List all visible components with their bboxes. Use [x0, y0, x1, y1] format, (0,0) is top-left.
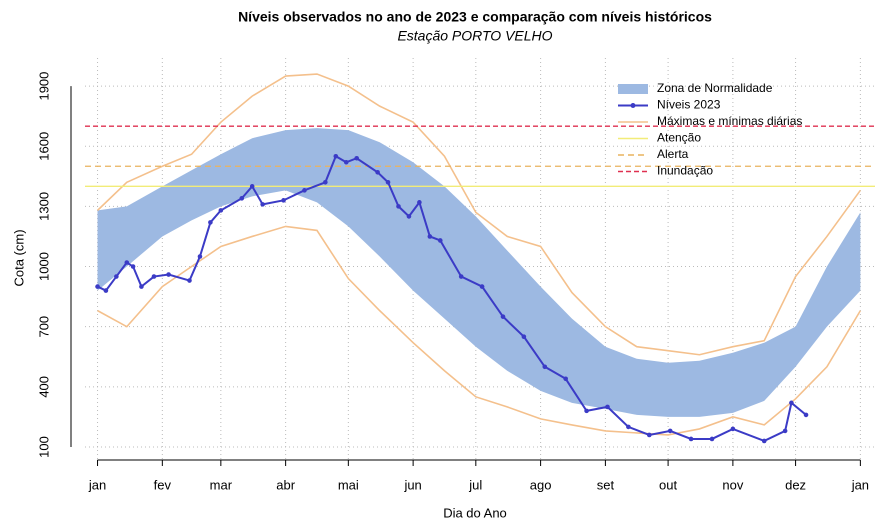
level-point: [239, 196, 245, 201]
level-point: [187, 278, 192, 283]
level-point: [521, 334, 527, 339]
legend-label: Alerta: [657, 147, 689, 161]
legend-label: Zona de Normalidade: [657, 81, 773, 95]
level-point: [667, 428, 673, 434]
level-point: [124, 260, 130, 265]
min-line: [97, 225, 862, 436]
x-tick-label: dez: [785, 477, 806, 492]
chart-title: Níveis observados no ano de 2023 e compa…: [238, 9, 712, 25]
level-point: [302, 188, 307, 193]
y-tick-label: 1000: [36, 252, 51, 281]
legend-label: Máximas e mínimas diárias: [657, 114, 802, 128]
x-tick-label: mai: [338, 477, 359, 492]
level-point: [343, 159, 349, 165]
level-point: [730, 426, 736, 432]
level-point: [249, 184, 255, 189]
legend-swatch: [618, 84, 648, 94]
level-point: [782, 428, 788, 434]
x-tick-label: jul: [468, 477, 482, 492]
level-point: [427, 234, 433, 239]
level-point: [385, 180, 391, 185]
level-point: [646, 432, 652, 438]
x-tick-label: ago: [530, 477, 552, 492]
chart-subtitle: Estação PORTO VELHO: [397, 28, 552, 44]
level-point: [95, 284, 100, 289]
normal-band: [97, 128, 861, 417]
level-point: [417, 200, 422, 205]
level-point: [208, 220, 213, 225]
level-point: [139, 284, 144, 289]
x-tick-label: jun: [403, 477, 421, 492]
x-tick-label: abr: [276, 477, 295, 492]
x-tick-label: jan: [851, 477, 869, 492]
level-point: [114, 274, 119, 279]
level-point: [197, 254, 203, 259]
x-axis-label: Dia do Ano: [443, 505, 507, 520]
level-point: [479, 284, 485, 289]
y-tick-label: 1300: [36, 192, 51, 221]
x-tick-label: nov: [722, 477, 743, 492]
level-point: [281, 198, 286, 203]
level-point: [260, 202, 265, 207]
y-tick-label: 100: [36, 436, 51, 458]
level-point: [396, 204, 401, 209]
level-point: [458, 274, 464, 279]
level-point: [688, 436, 694, 442]
level-point: [563, 376, 568, 382]
x-tick-label: fev: [154, 477, 172, 492]
level-point: [406, 214, 412, 219]
legend-label: Inundação: [657, 164, 713, 178]
level-point: [151, 274, 157, 279]
x-tick-label: mar: [210, 477, 233, 492]
level-point: [354, 155, 359, 161]
level-point: [218, 208, 224, 213]
legend-label: Atenção: [657, 131, 701, 145]
y-tick-label: 1900: [36, 72, 51, 101]
y-axis-label: Cota (cm): [11, 229, 26, 286]
level-point: [437, 238, 443, 243]
level-point: [584, 408, 589, 414]
x-tick-label: jan: [88, 477, 106, 492]
level-point: [605, 404, 610, 410]
level-line: [97, 154, 807, 443]
level-point: [375, 169, 380, 175]
level-point: [789, 400, 794, 406]
level-point: [761, 438, 767, 444]
y-tick-label: 1600: [36, 132, 51, 161]
level-point: [166, 272, 171, 277]
level-point: [709, 436, 715, 442]
y-tick-label: 700: [36, 316, 51, 338]
level-point: [333, 153, 339, 159]
level-point: [130, 264, 136, 269]
y-tick-label: 400: [36, 376, 51, 398]
legend-swatch: [630, 103, 636, 108]
level-point: [542, 364, 548, 370]
level-point: [323, 180, 328, 185]
max-line: [96, 73, 862, 356]
x-tick-label: set: [597, 477, 615, 492]
level-point: [500, 314, 506, 319]
legend-label: Níveis 2023: [657, 98, 721, 112]
x-tick-label: out: [659, 477, 677, 492]
level-point: [103, 288, 109, 293]
level-point: [626, 424, 631, 430]
level-point: [803, 412, 809, 418]
